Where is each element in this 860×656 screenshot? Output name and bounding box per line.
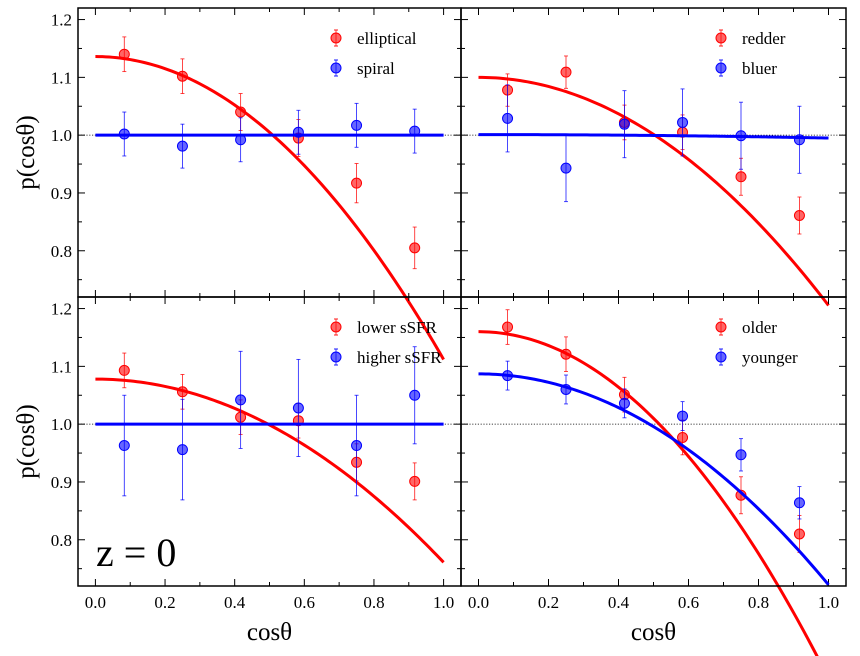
legend-marker <box>330 321 342 333</box>
legend-marker <box>715 321 727 333</box>
y-tick-label: 1.1 <box>51 68 72 87</box>
data-point <box>235 394 247 406</box>
x-tick-label: 1.0 <box>433 593 454 612</box>
x-tick-label: 0.4 <box>608 593 630 612</box>
y-tick-label: 0.9 <box>51 184 72 203</box>
y-tick-label: 1.2 <box>51 11 72 30</box>
fit-curve-older <box>478 330 819 656</box>
data-point <box>618 118 630 130</box>
panel-bottom-left: 0.8 0.9 1.0 1.1 1.2 0.0 0.2 0.4 0.6 0.8 1.0 p(cosθ)… <box>13 296 462 646</box>
y-axis-title: p(cosθ) <box>13 404 40 478</box>
x-tick-label: 0.4 <box>224 593 246 612</box>
y-tick-label: 0.8 <box>51 531 72 550</box>
y-tick-label: 0.9 <box>51 473 72 492</box>
x-tick-label: 0.8 <box>748 593 769 612</box>
data-point <box>351 177 363 189</box>
data-point <box>409 242 421 254</box>
data-point <box>677 431 689 443</box>
data-point <box>176 386 188 398</box>
data-point <box>677 116 689 128</box>
legend-marker <box>330 351 342 363</box>
panels-layer: 0.8 0.9 1.0 1.1 1.2 p(cosθ) elliptical spiral re… <box>13 7 847 656</box>
y-tick-label: 1.0 <box>51 126 72 145</box>
x-tick-label: 0.6 <box>294 593 315 612</box>
data-point <box>560 66 572 78</box>
data-point <box>292 126 304 138</box>
legend-marker <box>330 32 342 44</box>
fit-curve-elliptical <box>95 55 445 361</box>
data-point <box>351 440 363 452</box>
legend-label: elliptical <box>357 29 417 48</box>
data-point <box>735 449 747 461</box>
fit-curve-younger <box>478 372 830 586</box>
data-point <box>793 528 805 540</box>
data-point <box>118 440 130 452</box>
y-tick-label: 1.0 <box>51 415 72 434</box>
fit-curve-bluer <box>478 133 829 140</box>
legend-marker <box>715 351 727 363</box>
data-point <box>118 364 130 376</box>
legend-label: higher sSFR <box>357 348 442 367</box>
legend-label: bluer <box>742 59 777 78</box>
legend-marker <box>715 32 727 44</box>
data-point <box>560 162 572 174</box>
x-tick-label: 0.8 <box>363 593 384 612</box>
legend-label: older <box>742 318 777 337</box>
y-axis-title: p(cosθ) <box>13 115 40 189</box>
data-point <box>793 497 805 509</box>
data-point <box>735 130 747 142</box>
x-tick-label: 0.0 <box>468 593 489 612</box>
data-point <box>618 397 630 409</box>
data-point <box>351 119 363 131</box>
data-point <box>502 112 514 124</box>
x-axis-title: cosθ <box>247 619 292 646</box>
y-tick-label: 1.1 <box>51 357 72 376</box>
x-tick-label: 0.6 <box>678 593 699 612</box>
data-point <box>793 134 805 146</box>
x-tick-label: 0.2 <box>154 593 175 612</box>
x-tick-label: 1.0 <box>818 593 839 612</box>
data-point <box>560 383 572 395</box>
data-point <box>118 48 130 60</box>
data-point <box>409 389 421 401</box>
data-point <box>176 444 188 456</box>
data-point <box>793 210 805 222</box>
legend-label: spiral <box>357 59 395 78</box>
y-tick-label: 0.8 <box>51 242 72 261</box>
z-annotation: z = 0 <box>96 530 176 575</box>
data-point <box>176 70 188 82</box>
data-point <box>677 410 689 422</box>
x-tick-label: 0.2 <box>538 593 559 612</box>
data-point <box>292 402 304 414</box>
legend-marker <box>330 62 342 74</box>
data-point <box>560 348 572 360</box>
legend-label: lower sSFR <box>357 318 437 337</box>
x-tick-label: 0.0 <box>85 593 106 612</box>
data-point <box>502 370 514 382</box>
data-point <box>735 171 747 183</box>
x-axis-title: cosθ <box>631 619 676 646</box>
legend-label: redder <box>742 29 786 48</box>
data-point <box>176 140 188 152</box>
panel-frame <box>460 296 847 587</box>
legend-label: younger <box>742 348 798 367</box>
data-point <box>409 125 421 137</box>
data-point <box>502 321 514 333</box>
data-point <box>409 475 421 487</box>
data-point <box>118 128 130 140</box>
data-point <box>235 106 247 118</box>
data-point <box>235 134 247 146</box>
legend-marker <box>715 62 727 74</box>
panel-bottom-right: 0.0 0.2 0.4 0.6 0.8 1.0 cosθ older younger <box>460 296 847 656</box>
y-tick-label: 1.2 <box>51 300 72 319</box>
